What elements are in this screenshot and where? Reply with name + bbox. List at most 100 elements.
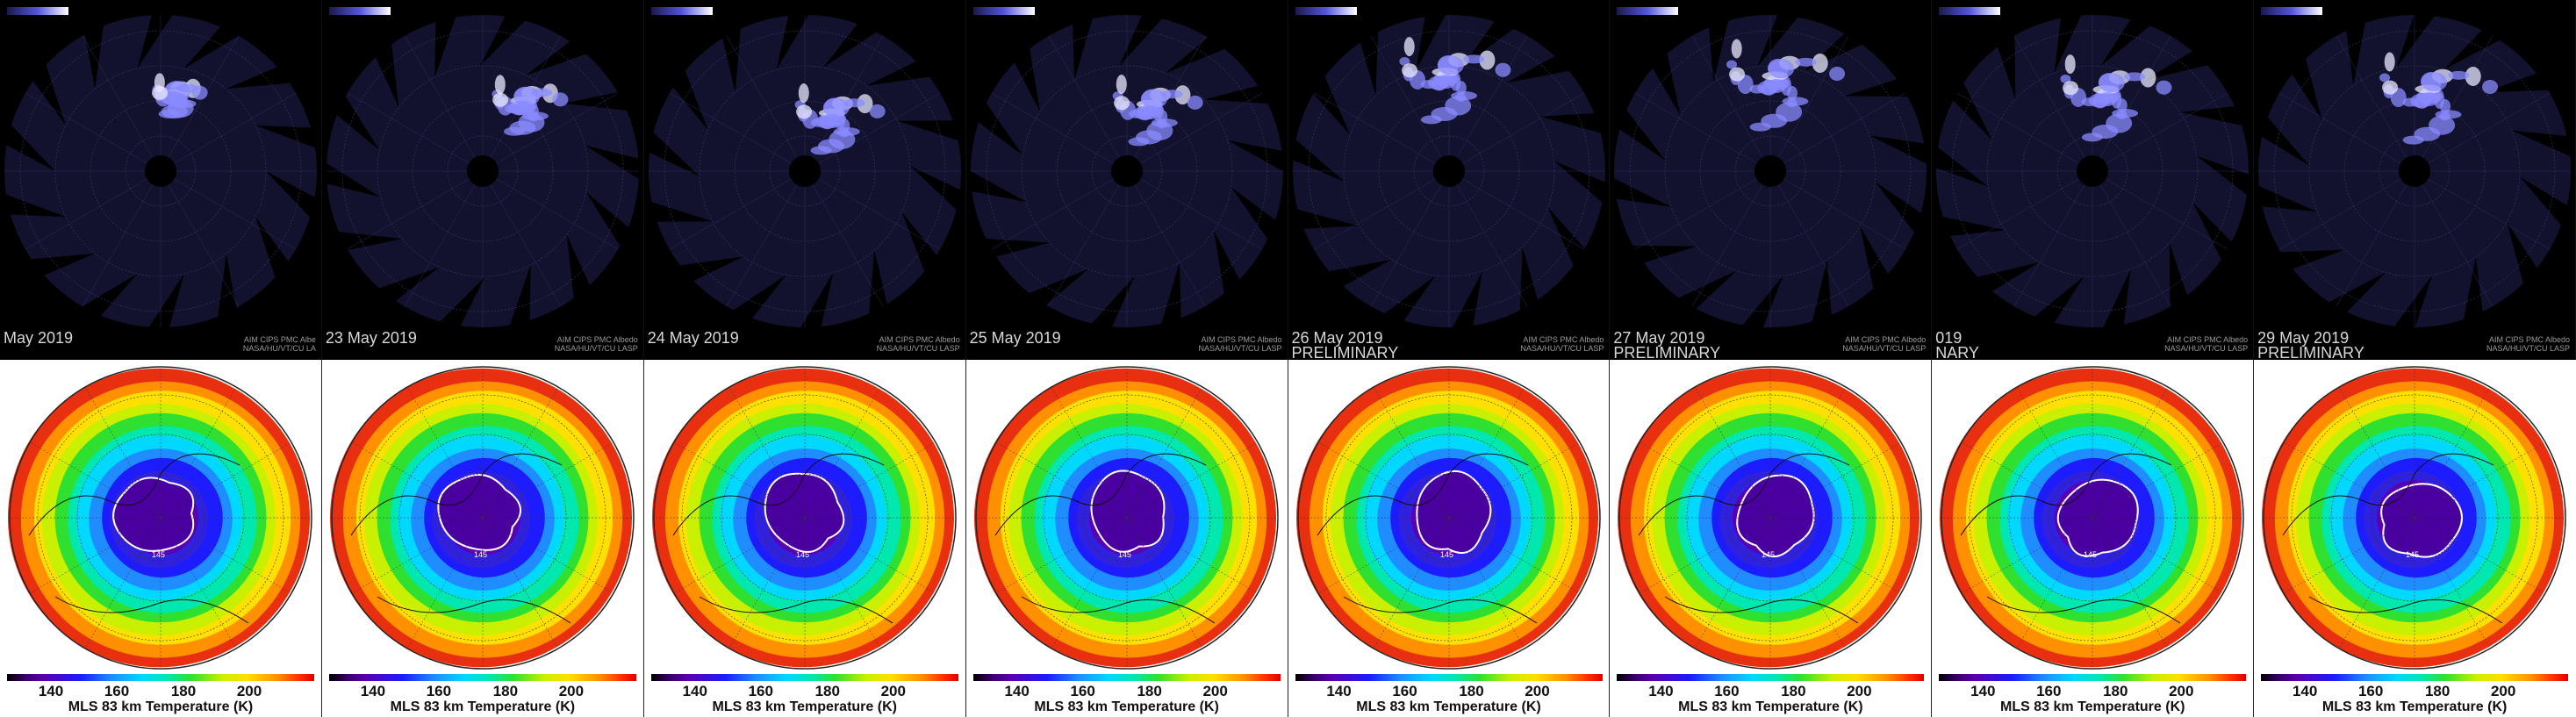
colorbar-tick: 140 — [682, 683, 707, 699]
albedo-colorbar — [1295, 7, 1357, 15]
colorbar-tick: 140 — [1648, 683, 1674, 699]
date-label: 27 May 2019 — [1613, 329, 1705, 347]
temperature-colorbar — [328, 674, 636, 681]
cips-panel: 29 May 2019 PRELIMINARY AIM CIPS PMC Albed… — [2254, 0, 2576, 360]
colorbar-tick: 140 — [1004, 683, 1030, 699]
colorbar-tick: 180 — [170, 683, 197, 699]
contour-label: 145 — [1118, 550, 1131, 559]
credit-label: AIM CIPS PMC Albedo NASA/HU/VT/CU LASP — [1198, 335, 1282, 353]
colorbar-title: MLS 83 km Temperature (K) — [1356, 699, 1541, 714]
colorbar-tick: 200 — [1202, 683, 1228, 699]
albedo-colorbar — [1939, 7, 2001, 15]
colorbar-tick: 180 — [492, 683, 519, 699]
temperature-globe-map: 145 — [1940, 366, 2244, 670]
polar-albedo-map — [1610, 9, 1932, 333]
colorbar-title: MLS 83 km Temperature (K) — [390, 699, 576, 714]
colorbar-tick: 200 — [2490, 683, 2516, 699]
colorbar-tick: 180 — [814, 683, 840, 699]
colorbar-tick: 180 — [1137, 683, 1162, 699]
contour-label: 145 — [474, 550, 487, 559]
contour-label: 145 — [796, 550, 809, 559]
albedo-colorbar — [1617, 7, 1679, 15]
colorbar-tick: 160 — [1070, 683, 1095, 699]
preliminary-label: PRELIMINARY — [1291, 344, 1399, 360]
credit-label: AIM CIPS PMC Albedo NASA/HU/VT/CU LASP — [876, 335, 960, 353]
albedo-colorbar — [2261, 7, 2323, 15]
credit-label: AIM CIPS PMC Albedo NASA/HU/VT/CU LASP — [2486, 335, 2570, 353]
temperature-colorbar — [1939, 674, 2247, 681]
preliminary-label: PRELIMINARY — [1613, 344, 1721, 360]
colorbar-tick: 160 — [748, 683, 773, 699]
colorbar-tick: 140 — [1970, 683, 1996, 699]
polar-albedo-map — [965, 10, 1288, 333]
colorbar-tick: 180 — [1781, 683, 1806, 699]
credit-label: AIM CIPS PMC Albedo NASA/HU/VT/CU LASP — [554, 335, 638, 353]
mls-panel: 145 140 160 180 200 MLS 83 km Temperature (K) — [643, 360, 966, 717]
colorbar-tick: 140 — [38, 683, 64, 699]
cips-panel: 27 May 2019 PRELIMINARY AIM CIPS PMC Albed… — [1610, 0, 1933, 360]
cips-panel: May 2019 AIM CIPS PMC Albe NASA/HU/VT/CU L… — [0, 0, 322, 360]
colorbar-tick: 140 — [1326, 683, 1352, 699]
preliminary-label: PRELIMINARY — [2257, 344, 2364, 360]
colorbar-tick: 180 — [1459, 683, 1484, 699]
mls-panel: 145 140 160 180 200 MLS 83 km Temperature (K) — [965, 360, 1288, 717]
colorbar-tick: 160 — [1714, 683, 1740, 699]
contour-label: 145 — [2084, 550, 2097, 559]
temperature-globe-map: 145 — [973, 366, 1279, 670]
albedo-colorbar — [972, 7, 1035, 15]
temperature-globe-map: 145 — [2262, 366, 2566, 670]
colorbar-title: MLS 83 km Temperature (K) — [712, 699, 897, 714]
credit-label: AIM CIPS PMC Albe NASA/HU/VT/CU LA — [242, 335, 316, 353]
temperature-globe-map: 145 — [329, 366, 635, 670]
cips-panel: 24 May 2019 AIM CIPS PMC Albedo NASA/HU/VT… — [643, 0, 966, 360]
albedo-colorbar — [650, 7, 713, 15]
temperature-globe-map: 145 — [8, 366, 312, 670]
colorbar-tick: 200 — [236, 683, 262, 699]
mls-row: 145 140 160 180 200 MLS 83 km Temperature (K)… — [0, 360, 2576, 717]
mls-panel: 145 140 160 180 200 MLS 83 km Temperature (K) — [0, 360, 322, 717]
colorbar-title: MLS 83 km Temperature (K) — [2000, 699, 2185, 714]
contour-label: 145 — [1762, 550, 1775, 559]
polar-albedo-map — [321, 11, 643, 332]
temperature-globe-map: 145 — [651, 366, 957, 670]
mls-panel: 145 140 160 180 200 MLS 83 km Temperature (K) — [1932, 360, 2255, 717]
colorbar-tick: 160 — [426, 683, 452, 699]
colorbar-tick: 200 — [558, 683, 585, 699]
date-label: May 2019 — [4, 329, 74, 347]
colorbar-tick: 160 — [1392, 683, 1417, 699]
colorbar-title: MLS 83 km Temperature (K) — [1678, 699, 1863, 714]
colorbar-tick: 180 — [2424, 683, 2450, 699]
contour-label: 145 — [2406, 550, 2419, 559]
cips-panel: 23 May 2019 AIM CIPS PMC Albedo NASA/HU/VT… — [321, 0, 644, 360]
colorbar-title: MLS 83 km Temperature (K) — [2321, 699, 2508, 714]
colorbar-tick: 160 — [2357, 683, 2384, 699]
date-label: 019 — [1935, 329, 1962, 347]
temperature-colorbar — [972, 674, 1281, 681]
colorbar-tick: 180 — [2103, 683, 2128, 699]
credit-label: AIM CIPS PMC Albedo NASA/HU/VT/CU LASP — [1520, 335, 1604, 353]
date-label: 29 May 2019 — [2257, 329, 2350, 347]
polar-albedo-map — [2254, 9, 2576, 333]
cips-panel: 25 May 2019 AIM CIPS PMC Albedo NASA/HU/VT… — [965, 0, 1288, 360]
cips-panel: 019 NARY AIM CIPS PMC Albedo NASA/HU/VT/CU … — [1932, 0, 2255, 360]
credit-label: AIM CIPS PMC Albedo NASA/HU/VT/CU LASP — [1842, 335, 1927, 353]
mls-panel: 145 140 160 180 200 MLS 83 km Temperature (K) — [1288, 360, 1611, 717]
temperature-colorbar — [1617, 674, 1925, 681]
cips-row: May 2019 AIM CIPS PMC Albe NASA/HU/VT/CU L… — [0, 0, 2576, 360]
contour-label: 145 — [152, 550, 165, 559]
colorbar-tick: 140 — [2292, 683, 2318, 699]
mls-panel: 145 140 160 180 200 MLS 83 km Temperature (K) — [321, 360, 644, 717]
cips-panel: 26 May 2019 PRELIMINARY AIM CIPS PMC Albed… — [1288, 0, 1611, 360]
mls-panel: 145 140 160 180 200 MLS 83 km Temperature (K) — [2254, 360, 2576, 717]
date-label: 24 May 2019 — [647, 329, 739, 347]
temperature-colorbar — [1295, 674, 1603, 681]
preliminary-label: NARY — [1935, 344, 1979, 360]
temperature-colorbar — [2261, 674, 2569, 681]
date-label: 25 May 2019 — [969, 329, 1061, 347]
colorbar-title: MLS 83 km Temperature (K) — [68, 699, 254, 714]
polar-albedo-map — [1288, 9, 1610, 333]
albedo-colorbar — [7, 7, 68, 15]
temperature-colorbar — [7, 674, 314, 681]
date-label: 26 May 2019 — [1291, 329, 1383, 347]
colorbar-tick: 200 — [1525, 683, 1550, 699]
